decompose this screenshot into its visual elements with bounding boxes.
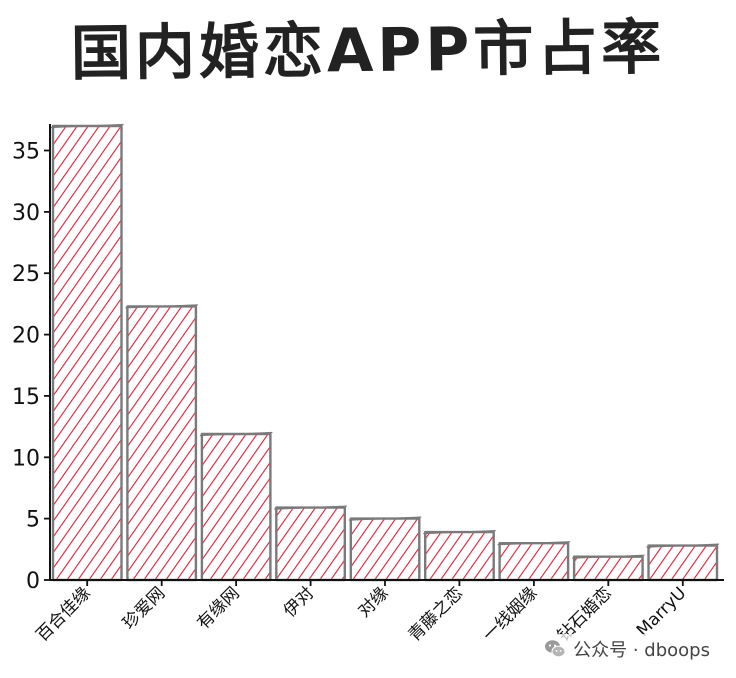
wechat-icon bbox=[545, 640, 566, 658]
bar-sketch-5 bbox=[423, 530, 496, 535]
bar-sketch-8 bbox=[646, 543, 720, 548]
y-tick-label-6: 30 bbox=[12, 201, 40, 226]
bar-sketch-4 bbox=[348, 516, 422, 521]
y-tick-label-3: 15 bbox=[12, 385, 40, 410]
x-tick-label-6: 一线姻缘 bbox=[479, 583, 541, 645]
bar-0 bbox=[51, 124, 123, 582]
watermark: 公众号 · dboops bbox=[539, 634, 714, 664]
y-tick-label-1: 5 bbox=[26, 508, 40, 533]
bar-sketch-7 bbox=[572, 554, 645, 559]
y-tick-label-7: 35 bbox=[12, 140, 40, 165]
x-axis bbox=[49, 579, 725, 582]
bar-7 bbox=[572, 555, 644, 582]
x-tick-label-5: 青藤之恋 bbox=[404, 583, 467, 646]
y-ticks-layer: 0 5 10 15 20 25 30 35 bbox=[12, 140, 50, 594]
bar-sketch-1 bbox=[125, 304, 198, 309]
bar-sketch-3 bbox=[274, 505, 347, 510]
x-tick-label-1: 珍爱网 bbox=[119, 583, 169, 633]
x-tick-label-2: 有缘网 bbox=[193, 583, 243, 633]
x-tick-label-8: MarryU bbox=[633, 583, 690, 640]
watermark-text: 公众号 · dboops bbox=[573, 640, 710, 661]
y-tick-label-4: 20 bbox=[12, 324, 40, 349]
bar-sketch-0 bbox=[50, 123, 124, 129]
x-tick-label-0: 百合佳缘 bbox=[33, 583, 95, 645]
bar-3 bbox=[275, 506, 346, 582]
bar-1 bbox=[126, 305, 198, 582]
bar-8 bbox=[647, 544, 719, 582]
y-axis bbox=[49, 123, 52, 581]
bars-layer bbox=[50, 123, 720, 582]
bar-2 bbox=[200, 432, 272, 582]
bar-5 bbox=[424, 530, 495, 582]
y-tick-label-2: 10 bbox=[12, 446, 40, 471]
y-tick-label-5: 25 bbox=[12, 262, 40, 287]
y-tick-label-0: 0 bbox=[26, 569, 40, 594]
axes-layer bbox=[49, 123, 725, 582]
bar-6 bbox=[498, 542, 570, 582]
bar-sketch-6 bbox=[497, 541, 571, 546]
x-tick-label-3: 伊对 bbox=[280, 583, 318, 621]
x-tick-label-4: 对缘 bbox=[354, 583, 392, 621]
bar-sketch-2 bbox=[199, 431, 273, 437]
bar-4 bbox=[349, 517, 421, 582]
